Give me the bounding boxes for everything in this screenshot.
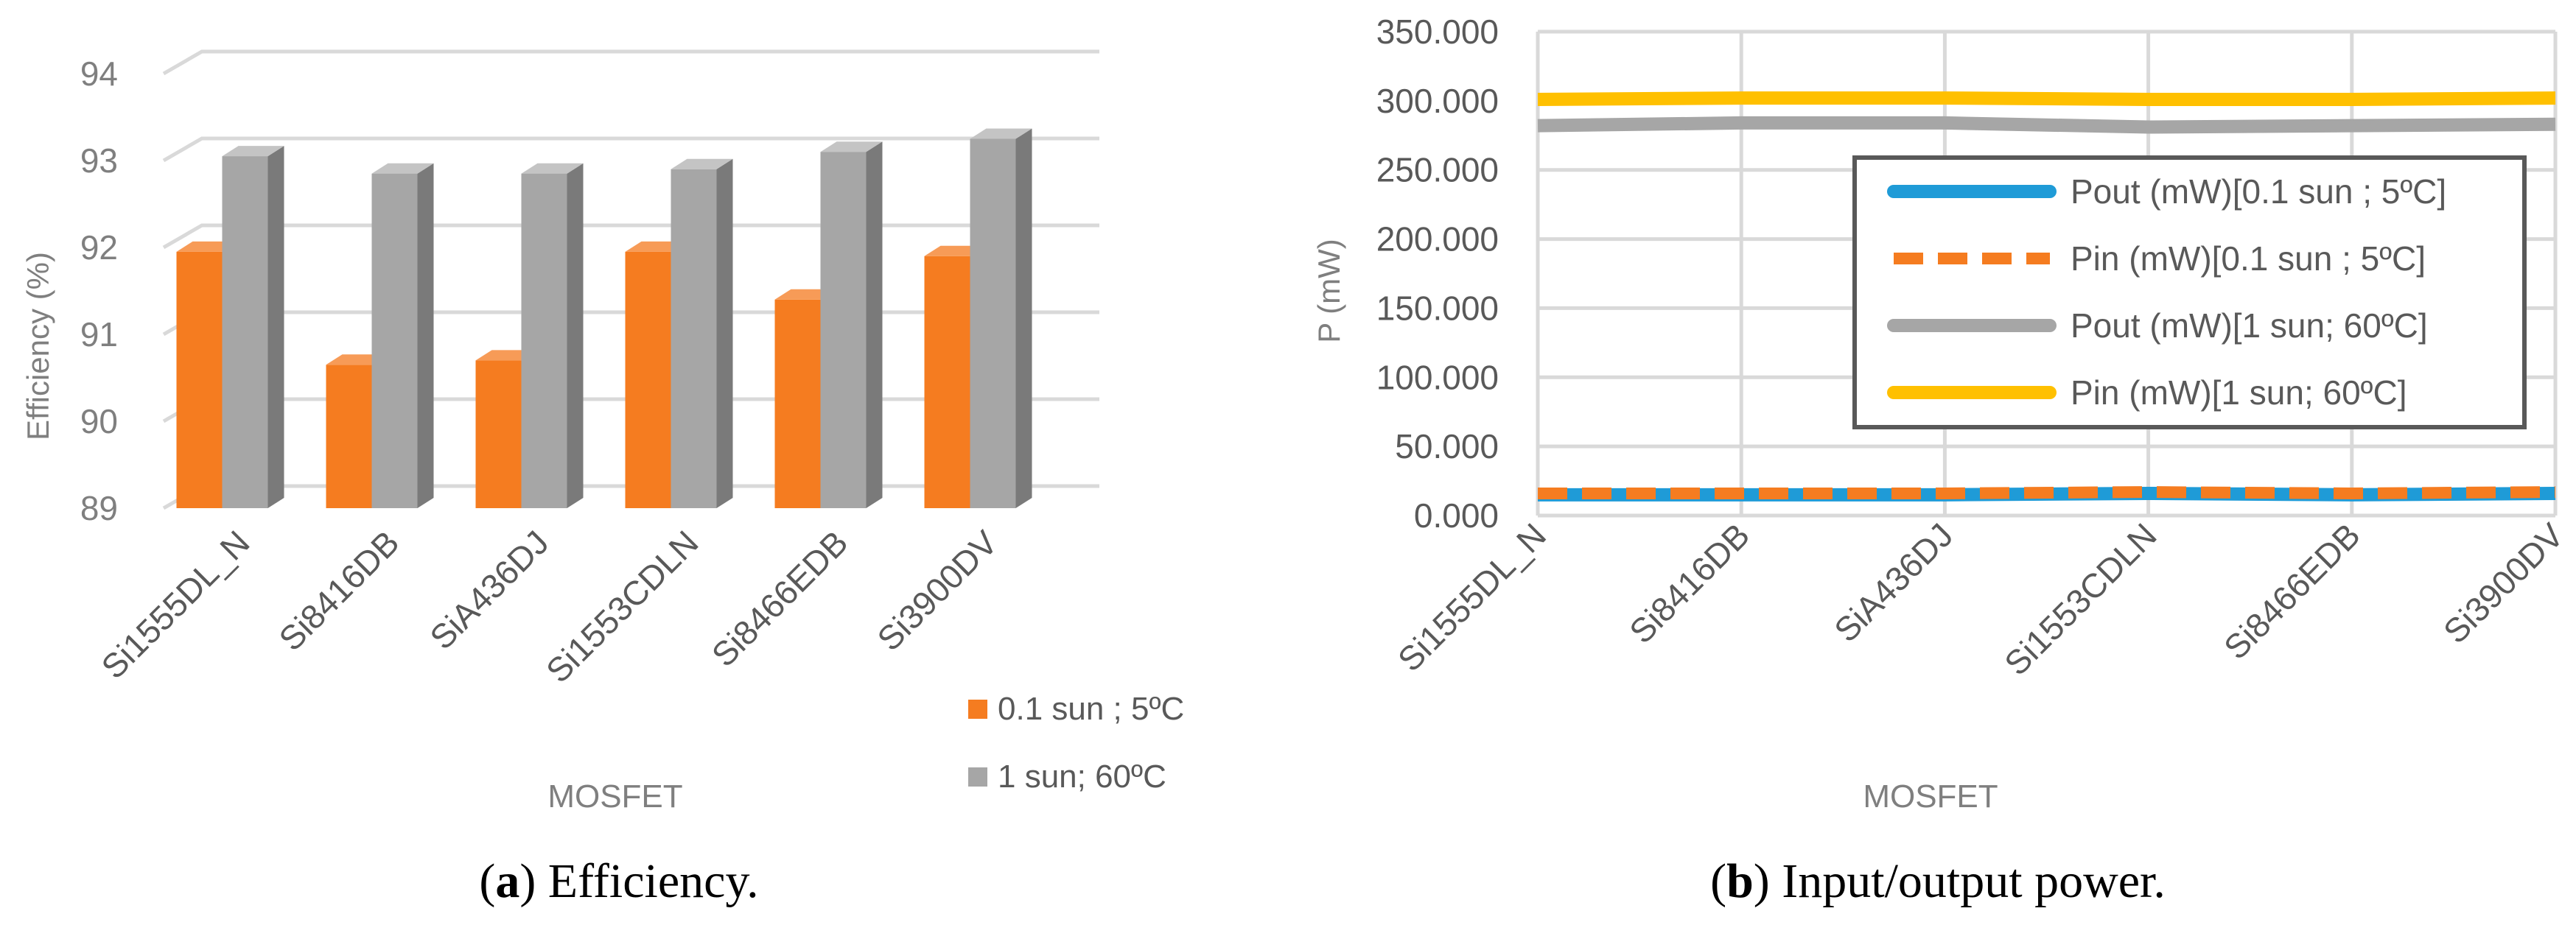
y-tick-label: 90 bbox=[80, 402, 118, 440]
bar-1-sun-60-C-Si8416DB bbox=[371, 163, 434, 508]
y-tick-label: 0.000 bbox=[1414, 496, 1499, 535]
efficiency-y-axis-label: Efficiency (%) bbox=[21, 252, 55, 440]
series-line-Pout-mW-1-sun-60-C- bbox=[1537, 116, 2556, 134]
power-x-axis-label: MOSFET bbox=[1863, 778, 1998, 815]
x-tick-label: Si1555DL_N bbox=[94, 523, 256, 686]
y-tick-label: 200.000 bbox=[1376, 220, 1499, 258]
legend-swatch-1-sun bbox=[968, 767, 987, 787]
efficiency-y-ticks: 89 90 91 92 93 94 bbox=[80, 54, 118, 527]
bar-1-sun-60-C-Si8466EDB bbox=[820, 141, 883, 508]
gridline bbox=[162, 49, 1099, 76]
x-tick-label: Si1555DL_N bbox=[1390, 516, 1553, 678]
bar-1-sun-60-C-Si3900DV bbox=[970, 128, 1032, 508]
x-tick-label: SiA436DJ bbox=[1827, 516, 1960, 649]
series-line-Pin-mW-1-sun-60-C- bbox=[1537, 91, 2556, 106]
y-tick-label: 100.000 bbox=[1376, 358, 1499, 396]
efficiency-legend: 0.1 sun ; 5ºC 1 sun; 60ºC bbox=[968, 691, 1184, 795]
power-legend: Pout (mW)[0.1 sun ; 5ºC] Pin (mW)[0.1 sun… bbox=[1852, 155, 2527, 429]
y-tick-label: 300.000 bbox=[1376, 82, 1499, 120]
legend-swatch-0.1-sun bbox=[968, 700, 987, 719]
legend-label: Pout (mW)[1 sun; 60ºC] bbox=[2071, 306, 2428, 345]
x-tick-label: Si8466EDB bbox=[2216, 516, 2367, 667]
y-tick-label: 150.000 bbox=[1376, 289, 1499, 327]
caption-paren-b: ( bbox=[1710, 854, 1726, 908]
power-y-axis-label: P (mW) bbox=[1312, 239, 1346, 343]
legend-label: Pin (mW)[0.1 sun ; 5ºC] bbox=[2071, 239, 2426, 278]
bar-1-sun-60-C-SiA436DJ bbox=[521, 163, 584, 508]
efficiency-x-ticks: Si1555DL_N Si8416DB SiA436DJSi1553CDLNSi84… bbox=[94, 523, 1004, 690]
series-line-Pin-mW-0-1-sun-5-C- bbox=[1538, 486, 2556, 499]
y-tick-label: 93 bbox=[80, 141, 118, 180]
bar-1-sun-60-C-Si1553CDLN bbox=[671, 158, 733, 509]
efficiency-x-axis-label: MOSFET bbox=[547, 778, 682, 815]
legend-label-1-sun: 1 sun; 60ºC bbox=[998, 759, 1166, 795]
power-caption: (b) Input/output power. bbox=[1710, 854, 2166, 908]
x-tick-label: Si8416DB bbox=[1622, 516, 1757, 650]
x-tick-label: Si3900DV bbox=[869, 523, 1004, 658]
x-tick-label: Si1553CDLN bbox=[539, 523, 706, 690]
legend-label: Pout (mW)[0.1 sun ; 5ºC] bbox=[2071, 172, 2446, 211]
legend-label-0.1-sun: 0.1 sun ; 5ºC bbox=[998, 691, 1184, 727]
power-lines bbox=[1537, 91, 2556, 502]
caption-text-a: ) Efficiency. bbox=[519, 854, 758, 908]
y-tick-label: 94 bbox=[80, 54, 118, 93]
caption-paren-a: ( bbox=[479, 854, 495, 908]
x-tick-label: Si8466EDB bbox=[704, 523, 855, 674]
power-legend-box bbox=[1852, 155, 2527, 429]
x-tick-label: Si8416DB bbox=[271, 523, 406, 658]
caption-text-b: ) Input/output power. bbox=[1754, 854, 2166, 908]
y-tick-label: 350.000 bbox=[1376, 13, 1499, 51]
gridline bbox=[162, 223, 1099, 250]
caption-letter-b: b bbox=[1726, 854, 1754, 908]
y-tick-label: 92 bbox=[80, 228, 118, 267]
power-x-ticks: Si1555DL_N Si8416DB SiA436DJ Si1553CDLN Si84… bbox=[1390, 516, 2571, 683]
x-tick-label: Si1553CDLN bbox=[1997, 516, 2164, 683]
gridline bbox=[162, 136, 1099, 163]
bar-1-sun-60-C-Si1555DL_N bbox=[222, 146, 284, 508]
y-tick-label: 89 bbox=[80, 489, 118, 527]
power-chart: 0.000 50.000 100.000 150.000 200.000 250.000 3… bbox=[1312, 13, 2571, 908]
efficiency-bars bbox=[176, 128, 1032, 509]
efficiency-caption: (a) Efficiency. bbox=[479, 854, 758, 908]
y-tick-label: 91 bbox=[80, 315, 118, 354]
legend-label: Pin (mW)[1 sun; 60ºC] bbox=[2071, 373, 2407, 412]
power-y-ticks: 0.000 50.000 100.000 150.000 200.000 250.000 3… bbox=[1376, 13, 1499, 535]
y-tick-label: 250.000 bbox=[1376, 151, 1499, 189]
x-tick-label: SiA436DJ bbox=[422, 523, 556, 656]
x-tick-label: Si3900DV bbox=[2436, 516, 2571, 650]
caption-letter-a: a bbox=[495, 854, 519, 908]
y-tick-label: 50.000 bbox=[1395, 427, 1499, 465]
